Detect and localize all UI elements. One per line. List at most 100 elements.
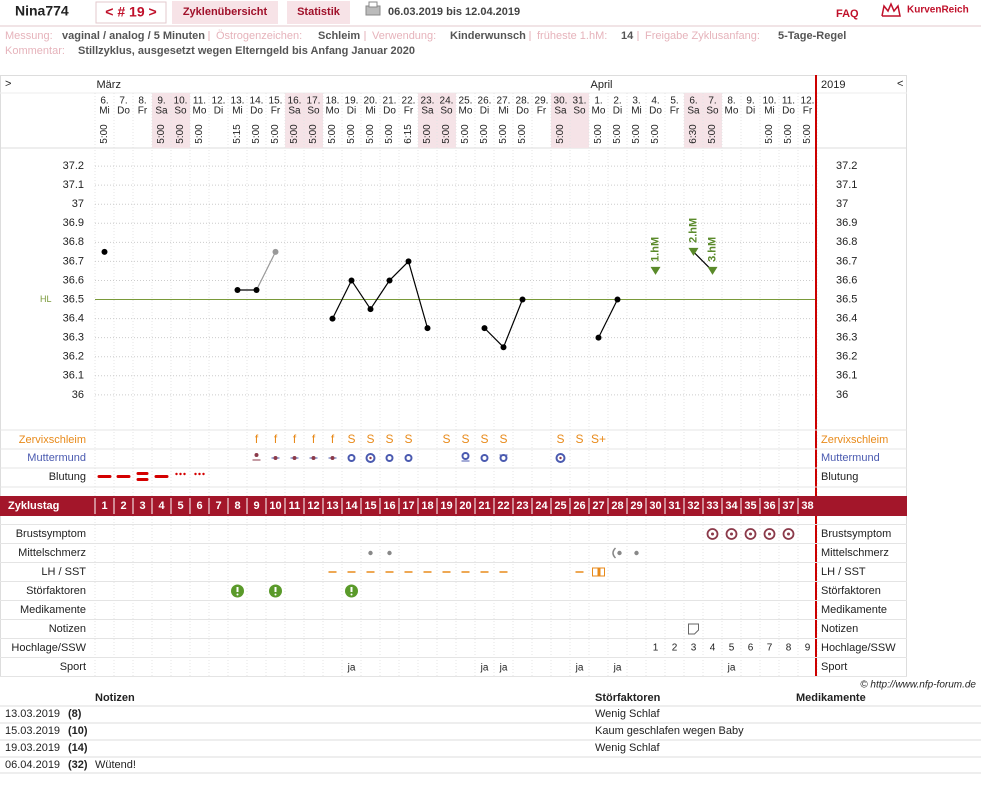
cycle-day-number: 2 (120, 500, 126, 512)
date-day: 26. (478, 96, 492, 107)
table-cell: (8) (68, 708, 82, 720)
temp-point (348, 277, 355, 284)
weekend-shade (437, 93, 456, 148)
info-value: vaginal / analog / 5 Minuten (62, 30, 205, 42)
spotting-icon (202, 472, 205, 476)
date-weekday: Do (383, 106, 396, 117)
y-tick-label-right: 36.2 (836, 351, 857, 363)
cycle-day-number: 18 (421, 500, 433, 512)
date-time: 5:00 (346, 124, 357, 144)
row-value: ja (613, 663, 622, 674)
cycle-day-number: 11 (289, 500, 301, 512)
date-time: 5:00 (156, 124, 167, 144)
breast-icon (711, 532, 714, 536)
date-weekday: Di (347, 106, 356, 117)
y-tick-label-right: 36.3 (836, 332, 857, 344)
cycle-day-number: 24 (535, 500, 548, 512)
temp-point (386, 277, 393, 284)
cycle-day-number: 37 (782, 500, 794, 512)
cervix-icon (385, 454, 394, 462)
cervix-icon (404, 454, 413, 462)
cycle-nav[interactable]: < # 19 > (105, 4, 156, 20)
cycle-day-number: 22 (497, 500, 509, 512)
spotting-icon (194, 472, 197, 476)
y-tick-label: 36 (72, 389, 84, 401)
date-day: 15. (269, 96, 283, 107)
cycle-day-number: 9 (253, 500, 259, 512)
cervix-mucus: S (385, 432, 393, 446)
cycle-day-number: 25 (554, 500, 566, 512)
info-value: 5-Tage-Regel (778, 30, 846, 42)
cycle-day-number: 15 (364, 500, 376, 512)
cervix-icon (311, 456, 316, 460)
breast-icon (744, 528, 757, 540)
row-value: 2 (672, 643, 678, 654)
hm-marker (688, 247, 699, 256)
cycle-day-bar (0, 496, 907, 516)
date-day: 30. (554, 96, 568, 107)
date-time: 5:15 (232, 124, 243, 144)
date-weekday: Do (649, 106, 662, 117)
date-time: 5:00 (593, 124, 604, 144)
y-tick-label-right: 37.1 (836, 179, 857, 191)
y-tick-label: 36.5 (63, 293, 84, 305)
spotting-icon (198, 472, 201, 476)
table-cell: Kaum geschlafen wegen Baby (595, 725, 744, 737)
date-day: 31. (573, 96, 587, 107)
pain-icon (634, 550, 639, 556)
cervix-mucus: S (480, 432, 488, 446)
date-weekday: Fr (271, 106, 281, 117)
logo: KurvenReich (907, 5, 969, 16)
row-label: Medikamente (20, 604, 86, 616)
date-day: 9. (746, 96, 754, 107)
date-time: 5:00 (707, 124, 718, 144)
date-day: 18. (326, 96, 340, 107)
row-value: ja (727, 663, 736, 674)
nav-right[interactable]: < (897, 78, 903, 90)
date-weekday: Do (782, 106, 795, 117)
temp-segment (351, 280, 371, 310)
date-day: 27. (497, 96, 511, 107)
breast-icon (768, 532, 771, 536)
faq-link[interactable]: FAQ (836, 8, 859, 20)
spotting-icon (179, 472, 182, 476)
cervix-mucus: S (442, 432, 450, 446)
date-weekday: Di (746, 106, 755, 117)
cycle-day-number: 33 (706, 500, 718, 512)
nav-left[interactable]: > (5, 78, 11, 90)
tab[interactable]: Statistik (297, 6, 341, 18)
note-icon[interactable] (688, 623, 699, 635)
date-weekday: Mi (232, 106, 243, 117)
date-day: 16. (288, 96, 302, 107)
date-time: 6:30 (688, 124, 699, 144)
date-time: 5:00 (441, 124, 452, 144)
cycle-day-number: 16 (383, 500, 395, 512)
date-weekday: So (440, 106, 453, 117)
comment-label: Kommentar: (5, 45, 65, 57)
tab-bg[interactable] (172, 1, 278, 24)
date-weekday: Mo (326, 106, 340, 117)
cycle-day-number: 8 (234, 500, 240, 512)
date-time: 5:00 (308, 124, 319, 144)
date-time: 5:00 (764, 124, 775, 144)
date-weekday: Sa (155, 106, 168, 117)
cervix-mucus: S (556, 432, 564, 446)
table-cell: 06.04.2019 (5, 759, 60, 771)
date-weekday: Fr (537, 106, 547, 117)
weekend-shade (703, 93, 722, 148)
temp-segment (389, 260, 409, 281)
table-cell: Wenig Schlaf (595, 708, 661, 720)
breast-icon (782, 528, 795, 540)
tab[interactable]: Zyklenübersicht (183, 6, 268, 18)
row-value: ja (347, 663, 356, 674)
date-time: 5:00 (498, 124, 509, 144)
tab-bg[interactable] (287, 1, 350, 24)
table-header: Störfaktoren (595, 692, 661, 704)
bleeding-icon (116, 475, 131, 478)
breast-icon (787, 532, 790, 536)
cycle-day-number: 30 (649, 500, 661, 512)
cervix-icon (254, 453, 259, 457)
y-tick-label-right: 36.9 (836, 217, 857, 229)
weekend-shade (418, 93, 437, 148)
